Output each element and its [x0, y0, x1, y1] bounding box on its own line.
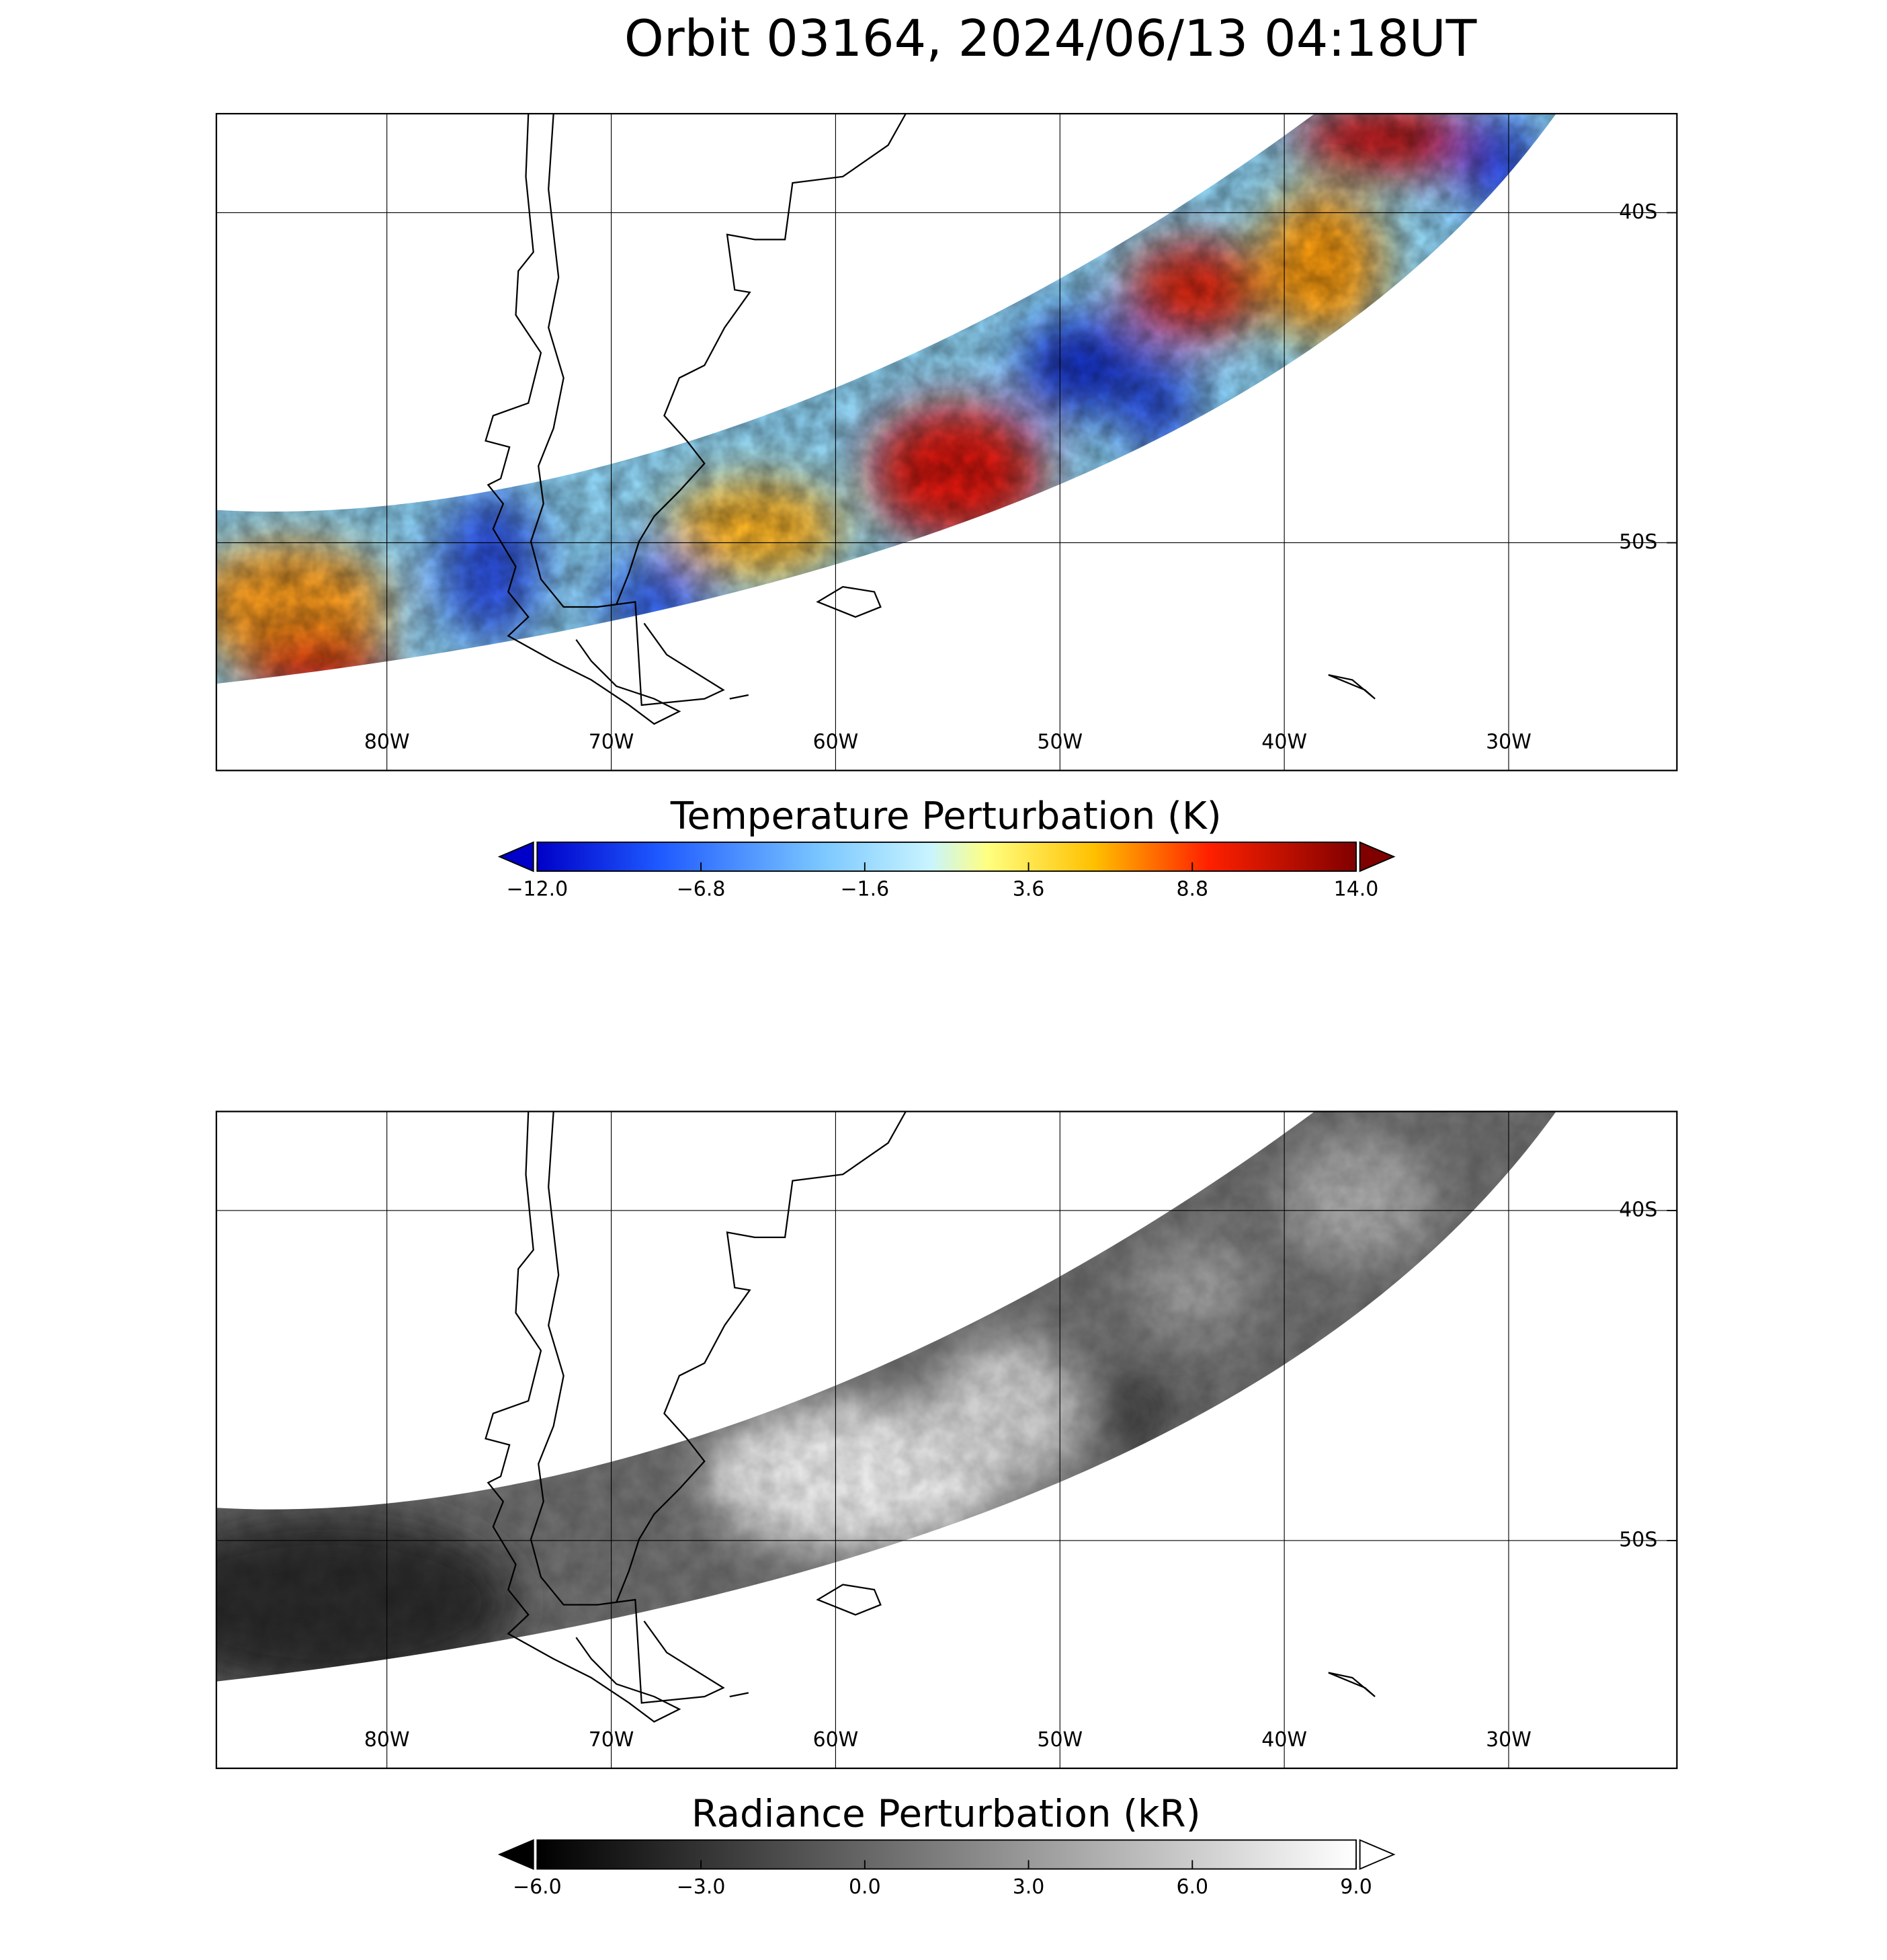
colorbar-tick-label: 8.8 — [1176, 878, 1208, 901]
colorbar-tick-label: 9.0 — [1340, 1875, 1372, 1899]
y-tick-label: 40S — [1619, 1198, 1657, 1221]
x-tick-label: 30W — [1486, 1728, 1532, 1752]
y-tick-label: 50S — [1619, 1528, 1657, 1551]
x-tick-label: 70W — [589, 1728, 634, 1752]
x-tick-label: 50W — [1037, 1728, 1083, 1752]
y-tick-label: 50S — [1619, 530, 1657, 554]
x-tick-label: 60W — [813, 731, 859, 754]
plot-frame — [215, 1110, 1678, 1769]
colorbar-ramp — [536, 1839, 1357, 1870]
x-tick-label: 30W — [1486, 731, 1532, 754]
x-tick-label: 70W — [589, 731, 634, 754]
x-tick-label: 40W — [1261, 731, 1307, 754]
colorbar-tick-label: 14.0 — [1334, 878, 1379, 901]
panel: 80W 70W 60W 50W 40W 30W 40S 50S Temperature Pert… — [215, 113, 1678, 901]
x-tick-label: 80W — [364, 1728, 410, 1752]
colorbar-tick-label: 3.0 — [1013, 1875, 1045, 1899]
colorbar-tick-label: 0.0 — [849, 1875, 881, 1899]
swath — [216, 114, 1556, 684]
colorbar-title: Temperature Perturbation (K) — [670, 794, 1222, 838]
colorbar-extend-low — [497, 1839, 534, 1870]
x-tick-label: 60W — [813, 1728, 859, 1752]
colorbar: Radiance Perturbation (kR) −6.0 −3.0 0.0 3.0… — [497, 1793, 1396, 1899]
title: Orbit 03164, 2024/06/13 04:18UT — [624, 9, 1477, 68]
colorbar: Temperature Perturbation (K) −12.0 −6.8 −1.… — [497, 794, 1396, 901]
colorbar-ramp — [536, 842, 1357, 872]
colorbar-tick-label: −1.6 — [840, 878, 889, 901]
colorbar-tick-label: −12.0 — [506, 878, 568, 901]
colorbar-extend-high — [1359, 1839, 1396, 1870]
x-tick-label: 50W — [1037, 731, 1083, 754]
colorbar-title: Radiance Perturbation (kR) — [691, 1793, 1201, 1836]
grid — [216, 1111, 1677, 1768]
colorbar-tick-label: 6.0 — [1176, 1875, 1208, 1899]
colorbar-tick-label: −6.0 — [513, 1875, 562, 1899]
panel: 80W 70W 60W 50W 40W 30W 40S 50S Radiance Perturb… — [215, 1110, 1678, 1899]
colorbar-tick-label: −3.0 — [677, 1875, 726, 1899]
colorbar-tick-label: −6.8 — [677, 878, 726, 901]
colorbar-extend-high — [1359, 841, 1396, 872]
grid — [216, 114, 1677, 771]
colorbar-extend-low — [497, 841, 534, 872]
colorbar-tick-label: 3.6 — [1013, 878, 1045, 901]
y-tick-label: 40S — [1619, 200, 1657, 224]
plot-frame — [215, 113, 1678, 772]
x-tick-label: 40W — [1261, 1728, 1307, 1752]
swath — [216, 1111, 1556, 1682]
x-tick-label: 80W — [364, 731, 410, 754]
